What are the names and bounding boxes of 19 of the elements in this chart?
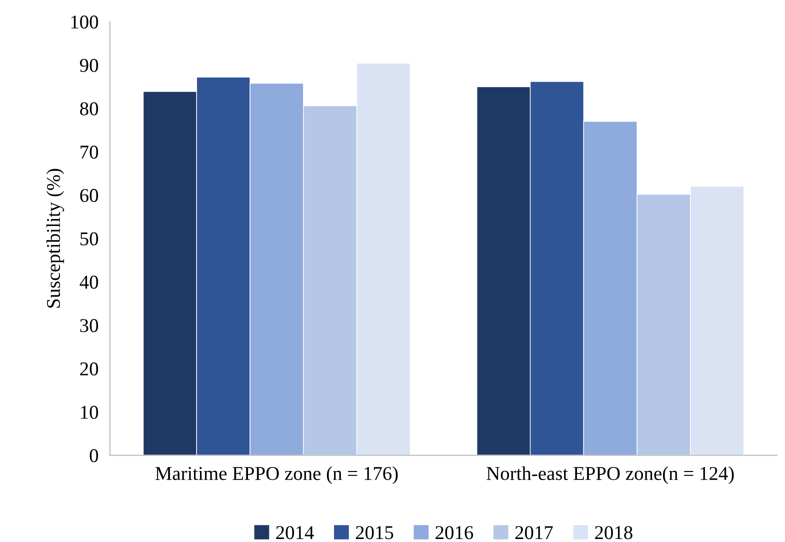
y-tick-label: 50	[80, 232, 98, 246]
legend-label: 2015	[356, 526, 394, 540]
y-tick-label: 30	[80, 319, 98, 332]
legend-label: 2014	[276, 526, 314, 540]
y-tick-label: 60	[80, 188, 98, 202]
y-tick-label: 10	[81, 406, 98, 419]
y-tick-label: 0	[90, 449, 98, 462]
legend-label: 2016	[436, 526, 474, 540]
legend-label: 2017	[515, 526, 553, 540]
y-tick-label: 40	[80, 276, 98, 289]
y-tick-label: 70	[80, 146, 98, 159]
legend-label: 2018	[595, 526, 632, 540]
y-tick-label: 100	[71, 15, 98, 29]
y-axis-title: Susceptibility (%)	[46, 168, 64, 308]
x-tick-label: Maritime EPPO zone (n = 176)	[155, 466, 398, 484]
y-tick-label: 80	[80, 102, 98, 116]
y-tick-label: 20	[80, 362, 98, 376]
y-tick-label: 90	[80, 58, 98, 72]
x-tick-label: North-east EPPO zone(n = 124)	[486, 466, 734, 484]
